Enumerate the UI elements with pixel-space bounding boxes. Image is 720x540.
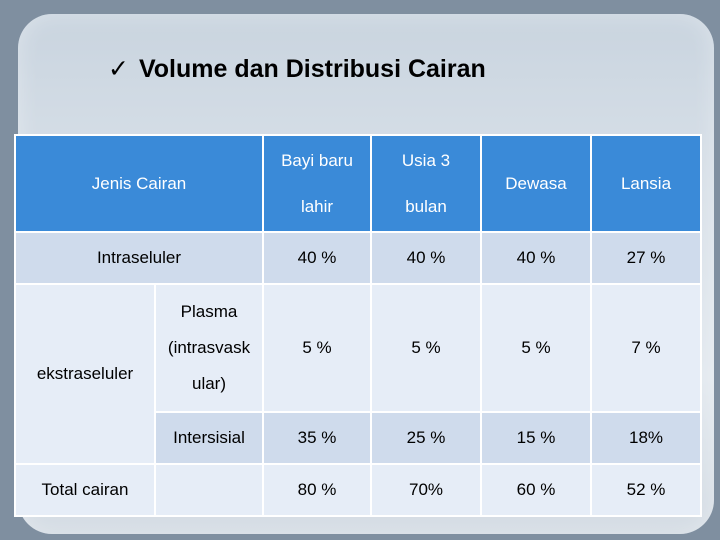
row-label-intersisial: Intersisial (154, 411, 264, 465)
row-label-intraseluler: Intraseluler (14, 231, 264, 285)
header-bayi-line1: Bayi baru (281, 150, 353, 170)
fluid-distribution-table: Jenis Cairan Bayi baru lahir Usia 3 bula… (14, 134, 702, 517)
cell-plasma-usia3: 5 % (370, 283, 482, 413)
table-header-row: Jenis Cairan Bayi baru lahir Usia 3 bula… (14, 134, 702, 233)
slide-title: ✓ Volume dan Distribusi Cairan (108, 54, 486, 84)
header-usia-line2: bulan (405, 196, 447, 216)
header-usia-3-bulan: Usia 3 bulan (370, 134, 482, 233)
header-usia-line1: Usia 3 (401, 150, 451, 170)
cell-intersisial-lansia: 18% (590, 411, 702, 465)
cell-plasma-lansia: 7 % (590, 283, 702, 413)
header-dewasa: Dewasa (480, 134, 592, 233)
cell-intraseluler-bayi: 40 % (262, 231, 372, 285)
cell-intersisial-dewasa: 15 % (480, 411, 592, 465)
cell-total-bayi: 80 % (262, 463, 372, 517)
table-row-total: Total cairan 80 % 70% 60 % 52 % (14, 463, 702, 517)
header-bayi-baru-lahir: Bayi baru lahir (262, 134, 372, 233)
row-label-plasma: Plasma (intrasvask ular) (154, 283, 264, 413)
cell-intraseluler-dewasa: 40 % (480, 231, 592, 285)
row-label-ekstraseluler: ekstraseluler (14, 283, 156, 465)
plasma-line2: (intrasvask (167, 338, 251, 357)
cell-plasma-dewasa: 5 % (480, 283, 592, 413)
table-row-plasma: ekstraseluler Plasma (intrasvask ular) 5… (14, 283, 702, 465)
row-label-total: Total cairan (14, 463, 156, 517)
table-row-intraseluler: Intraseluler 40 % 40 % 40 % 27 % (14, 231, 702, 285)
header-lansia: Lansia (590, 134, 702, 233)
cell-total-empty (154, 463, 264, 517)
checkmark-icon: ✓ (108, 55, 129, 83)
header-bayi-line2: lahir (300, 196, 334, 216)
cell-total-usia3: 70% (370, 463, 482, 517)
cell-plasma-bayi: 5 % (262, 283, 372, 413)
cell-intersisial-bayi: 35 % (262, 411, 372, 465)
plasma-line1: Plasma (180, 302, 238, 321)
table-row-intersisial: Intersisial 35 % 25 % 15 % 18% (15, 411, 702, 465)
cell-total-lansia: 52 % (590, 463, 702, 517)
cell-intraseluler-usia3: 40 % (370, 231, 482, 285)
cell-intersisial-usia3: 25 % (370, 411, 482, 465)
slide-title-text: Volume dan Distribusi Cairan (138, 55, 486, 83)
header-jenis-cairan: Jenis Cairan (14, 134, 264, 233)
cell-intraseluler-lansia: 27 % (590, 231, 702, 285)
plasma-line3: ular) (191, 374, 226, 393)
cell-total-dewasa: 60 % (480, 463, 592, 517)
